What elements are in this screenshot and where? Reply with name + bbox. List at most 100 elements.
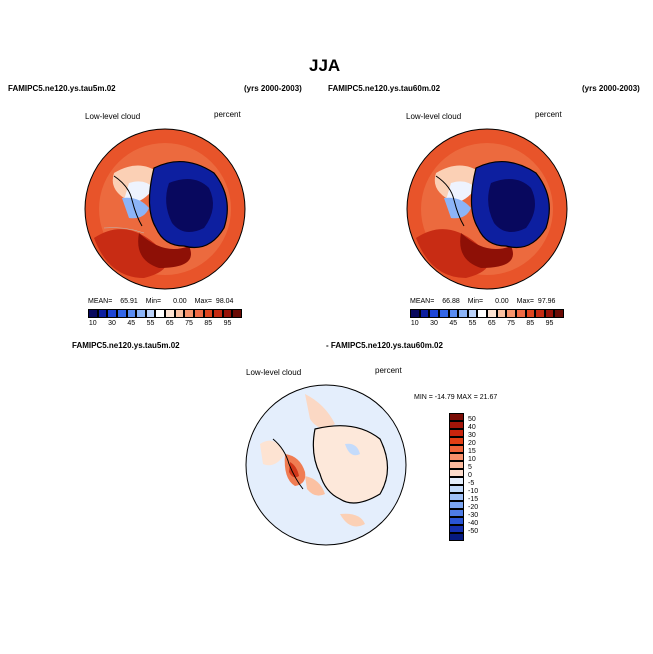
colorbar-label: 65 [165,320,174,327]
diff-case-b: - FAMIPC5.ne120.ys.tau60m.02 [326,341,443,350]
diff-colorbar-label: -30 [468,512,479,519]
colorbar-label: 45 [127,320,136,327]
panel-1-colorbar-labels: 10 30 45 55 65 75 85 95 [88,320,242,330]
diff-colorbar-swatch [449,485,464,493]
colorbar-label: 55 [468,320,477,327]
colorbar-swatch [184,309,194,318]
colorbar-swatch [203,309,214,318]
panel-1-colorbar [88,309,242,318]
diff-polar-map [245,384,407,546]
diff-minmax: MIN = -14.79 MAX = 21.67 [414,394,498,401]
colorbar-swatch [448,309,459,318]
panel-2-colorbar [410,309,564,318]
colorbar-swatch [429,309,439,318]
diff-colorbar-swatch [449,509,464,517]
diff-colorbar-label: 10 [468,456,476,463]
diff-colorbar-swatch [449,429,464,437]
min-value: 0.00 [173,298,187,305]
diff-colorbar-label: 40 [468,424,476,431]
panel-1-variable: Low-level cloud [85,112,141,121]
colorbar-swatch [88,309,98,318]
diff-colorbar-label: -5 [468,480,475,487]
colorbar-swatch [97,309,108,318]
panel-1-stats: MEAN= 65.91 Min= 0.00 Max= 98.04 [88,298,233,305]
diff-colorbar-label: -10 [468,488,479,495]
colorbar-swatch [410,309,420,318]
max-label: Max= [194,298,212,305]
diff-variable: Low-level cloud [246,368,302,377]
diff-colorbar-label: -20 [468,504,479,511]
min-value: 0.00 [495,298,509,305]
colorbar-swatch [458,309,468,318]
diff-colorbar-swatch [449,525,464,533]
diff-colorbar-swatch [449,437,464,445]
max-label: Max= [516,298,534,305]
diff-colorbar-swatch [449,453,464,461]
colorbar-swatch [116,309,127,318]
colorbar-swatch [467,309,478,318]
diff-colorbar-swatch [449,477,464,485]
colorbar-swatch [193,309,204,318]
diff-colorbar-label: 50 [468,416,476,423]
mean-label: MEAN= [410,298,435,305]
diff-colorbar-swatch [449,493,464,501]
colorbar-label: 30 [430,320,438,327]
colorbar-label: 45 [449,320,458,327]
colorbar-label: 85 [204,320,213,327]
colorbar-label: 65 [487,320,496,327]
diff-colorbar-label: -15 [468,496,479,503]
colorbar-swatch [487,309,497,318]
colorbar-label: 85 [526,320,535,327]
diff-colorbar-swatch [449,413,464,421]
diff-colorbar-label: 5 [468,464,472,471]
diff-colorbar-swatch [449,517,464,525]
diff-case-a: FAMIPC5.ne120.ys.tau5m.02 [72,341,180,350]
diff-colorbar-swatch [449,501,464,509]
diff-colorbar-swatch [449,421,464,429]
diff-colorbar-swatch [449,533,464,541]
diff-colorbar-swatch [449,469,464,477]
diff-units: percent [375,366,402,375]
min-label: Min= [467,298,484,305]
panel-2-colorbar-labels: 10 30 45 55 65 75 85 95 [410,320,564,330]
colorbar-swatch [496,309,507,318]
colorbar-label: 95 [223,320,232,327]
panel-2-stats: MEAN= 66.88 Min= 0.00 Max= 97.96 [410,298,555,305]
colorbar-swatch [145,309,156,318]
panel-2-variable: Low-level cloud [406,112,462,121]
colorbar-swatch [438,309,449,318]
colorbar-swatch [544,309,555,318]
colorbar-label: 95 [545,320,554,327]
colorbar-label: 10 [410,320,419,327]
panel-1-units: percent [214,110,241,119]
colorbar-swatch [213,309,223,318]
diff-colorbar [449,413,464,541]
colorbar-swatch [506,309,516,318]
colorbar-swatch [419,309,430,318]
panel-1-case: FAMIPC5.ne120.ys.tau5m.02 [8,84,116,93]
mean-value: 65.91 [120,298,138,305]
diff-colorbar-swatch [449,445,464,453]
colorbar-swatch [525,309,536,318]
colorbar-swatch [477,309,487,318]
colorbar-swatch [535,309,545,318]
diff-colorbar-labels: 50 40 30 20 15 10 5 0 -5 -10 -15 -20 -30 -40 -50 [468,413,498,541]
diff-colorbar-label: 0 [468,472,472,479]
panel-2-years: (yrs 2000-2003) [582,84,640,93]
mean-value: 66.88 [442,298,460,305]
panel-2-polar-map [406,128,568,290]
diff-colorbar-label: -40 [468,520,479,527]
panel-2-case: FAMIPC5.ne120.ys.tau60m.02 [328,84,441,93]
colorbar-swatch [126,309,137,318]
panel-1-polar-map [84,128,246,290]
colorbar-swatch [554,309,564,318]
colorbar-swatch [515,309,526,318]
colorbar-label: 75 [185,320,193,327]
min-label: Min= [145,298,162,305]
season-title: JJA [309,56,341,75]
panel-2-units: percent [535,110,562,119]
colorbar-swatch [107,309,117,318]
colorbar-swatch [232,309,242,318]
diff-colorbar-label: 20 [468,440,476,447]
diff-colorbar-swatch [449,461,464,469]
